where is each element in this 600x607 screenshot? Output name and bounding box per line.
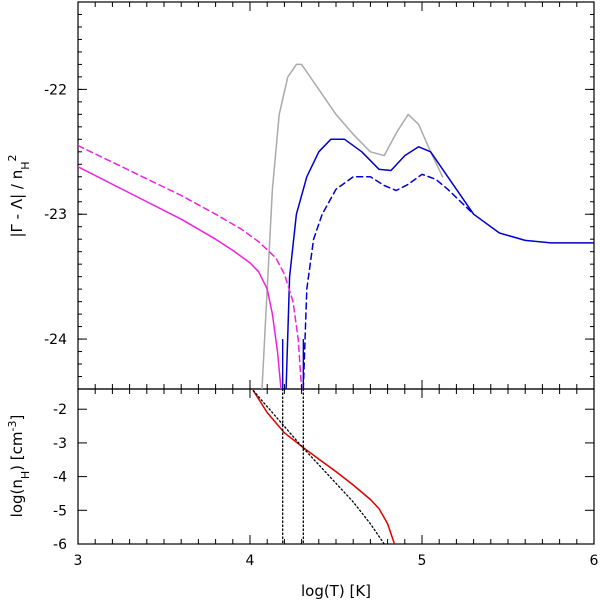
top-panel-frame bbox=[77, 1, 595, 390]
y-tick-label-top: -23 bbox=[44, 207, 67, 223]
x-axis-label: log(T) [K] bbox=[301, 582, 371, 600]
bottom-panel-frame bbox=[77, 388, 595, 545]
bottom-y-axis-label: log(nH) [cm-3] bbox=[6, 415, 32, 518]
bottom-panel-series bbox=[252, 389, 396, 544]
y-tick-label-bottom: -6 bbox=[53, 537, 67, 553]
y-tick-label-top: -22 bbox=[44, 82, 67, 98]
y-tick-label-top: -24 bbox=[44, 332, 67, 348]
x-tick-label: 3 bbox=[74, 553, 83, 569]
series-gray-solid-top bbox=[261, 63, 444, 389]
series-magenta-solid-top bbox=[78, 166, 282, 389]
top-panel-series bbox=[78, 63, 594, 389]
series-blue-solid-top bbox=[285, 138, 594, 389]
axis-ticks bbox=[77, 1, 595, 545]
y-tick-label-bottom: -5 bbox=[53, 503, 67, 519]
series-magenta-dashed-top bbox=[78, 144, 303, 389]
series-red-solid-bottom bbox=[252, 389, 396, 544]
x-tick-label: 4 bbox=[246, 553, 255, 569]
y-tick-label-bottom: -2 bbox=[53, 402, 67, 418]
tick-labels: -22 -23 -24 -2 -3 -4 -5 -6 3 4 5 6 bbox=[44, 82, 598, 569]
top-y-axis-label: |Γ - Λ| / nH2 bbox=[6, 154, 32, 237]
x-tick-label: 6 bbox=[590, 553, 599, 569]
series-black-dotted-bottom bbox=[252, 390, 385, 544]
x-tick-label: 5 bbox=[418, 553, 427, 569]
y-tick-label-bottom: -4 bbox=[53, 470, 67, 486]
series-blue-dashed-top bbox=[302, 173, 475, 389]
y-tick-label-bottom: -3 bbox=[53, 436, 67, 452]
